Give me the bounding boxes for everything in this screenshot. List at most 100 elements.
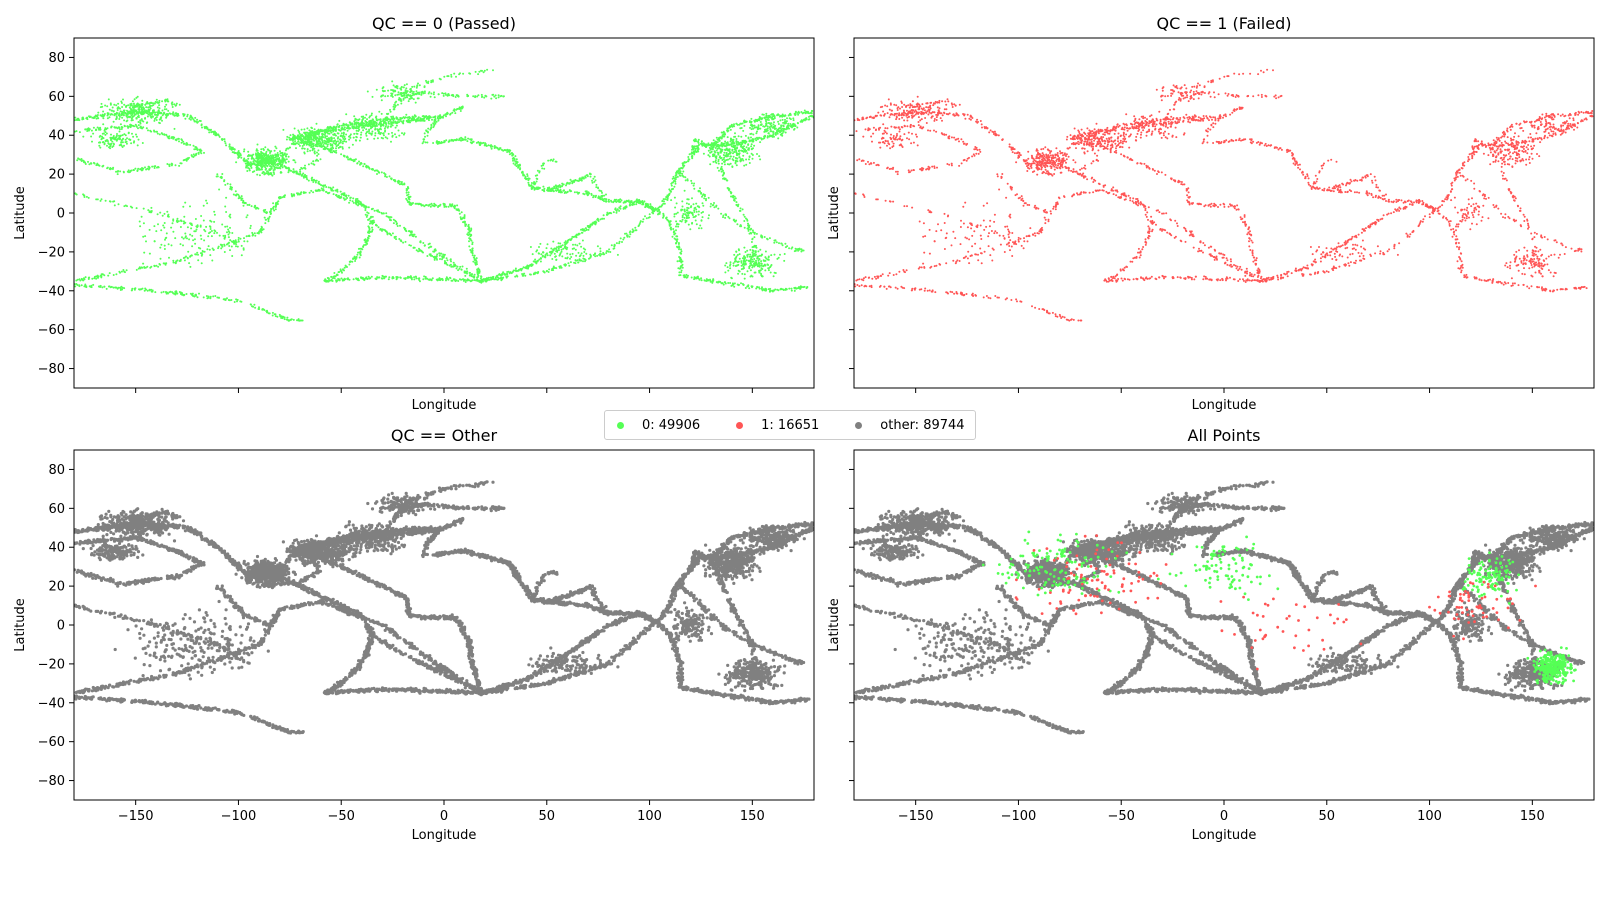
data-point	[518, 163, 521, 166]
data-point	[678, 271, 681, 274]
data-point	[797, 110, 800, 113]
data-point	[575, 259, 577, 262]
data-point	[440, 116, 443, 119]
data-point	[471, 254, 474, 257]
data-point	[676, 260, 679, 263]
data-point	[236, 245, 239, 248]
data-point	[76, 159, 79, 162]
data-point	[322, 185, 325, 188]
data-point	[153, 165, 156, 168]
data-point	[359, 253, 362, 256]
data-point	[79, 279, 82, 282]
data-point	[99, 128, 102, 131]
data-point	[351, 122, 354, 125]
data-point	[378, 211, 381, 214]
data-point	[234, 190, 237, 193]
data-point	[610, 244, 613, 247]
data-point	[610, 199, 612, 202]
data-point	[399, 276, 402, 279]
data-point	[161, 133, 164, 136]
data-point	[395, 238, 398, 241]
data-point	[273, 173, 276, 175]
data-point	[552, 190, 555, 193]
data-point	[418, 84, 421, 87]
data-point	[415, 277, 418, 280]
data-point	[296, 172, 299, 175]
data-point	[768, 237, 771, 240]
data-point	[467, 137, 470, 140]
data-point	[362, 246, 365, 248]
data-point	[590, 192, 593, 195]
data-point	[468, 245, 471, 248]
data-point	[371, 207, 374, 210]
data-point	[625, 232, 628, 235]
data-point	[277, 200, 280, 203]
data-point	[528, 177, 531, 180]
data-point	[541, 254, 544, 257]
data-point	[141, 266, 144, 269]
data-point	[88, 276, 91, 279]
data-point	[623, 206, 626, 209]
data-point	[223, 138, 226, 141]
data-point	[218, 135, 221, 138]
data-point	[752, 138, 755, 141]
data-point	[486, 278, 489, 281]
data-point	[250, 157, 253, 160]
data-point	[406, 116, 409, 119]
data-point	[671, 177, 674, 180]
data-point	[726, 179, 729, 182]
data-point	[241, 197, 244, 200]
data-point	[612, 211, 615, 214]
data-point	[229, 147, 231, 150]
data-point	[513, 159, 516, 161]
data-point	[223, 243, 226, 246]
data-point	[330, 275, 333, 278]
data-point	[281, 196, 284, 199]
data-point	[106, 114, 109, 117]
data-point	[793, 250, 796, 253]
data-point	[703, 197, 706, 200]
data-point	[391, 232, 394, 235]
data-point	[81, 116, 84, 119]
data-point	[403, 277, 406, 280]
data-point	[157, 265, 160, 268]
data-point	[389, 216, 391, 218]
data-point	[472, 260, 475, 263]
data-point	[734, 220, 737, 223]
data-point	[316, 154, 319, 157]
data-point	[237, 150, 240, 152]
data-point	[337, 278, 340, 281]
data-point	[233, 301, 236, 303]
data-point	[297, 192, 300, 195]
data-point	[262, 147, 265, 150]
data-point	[74, 285, 77, 288]
data-point	[558, 265, 561, 268]
data-point	[468, 237, 471, 240]
data-point	[163, 133, 166, 136]
data-point	[176, 217, 179, 220]
data-point	[253, 303, 256, 306]
data-point	[347, 194, 350, 197]
data-point	[682, 175, 685, 178]
data-point	[358, 256, 361, 259]
data-point	[721, 174, 724, 177]
data-point	[299, 168, 302, 171]
data-point	[366, 242, 369, 245]
data-point	[396, 225, 399, 227]
data-point	[353, 255, 356, 258]
data-point	[437, 206, 439, 208]
data-point	[327, 186, 330, 189]
data-point	[498, 273, 500, 276]
data-point	[388, 276, 391, 279]
data-point	[408, 234, 411, 237]
data-point	[480, 93, 483, 96]
data-point	[346, 197, 349, 199]
data-point	[285, 155, 287, 157]
data-point	[550, 247, 553, 250]
data-point	[287, 171, 290, 174]
data-point	[798, 286, 800, 288]
data-point	[747, 224, 750, 227]
data-point	[377, 226, 380, 229]
data-point	[153, 167, 156, 169]
data-point	[200, 152, 203, 155]
